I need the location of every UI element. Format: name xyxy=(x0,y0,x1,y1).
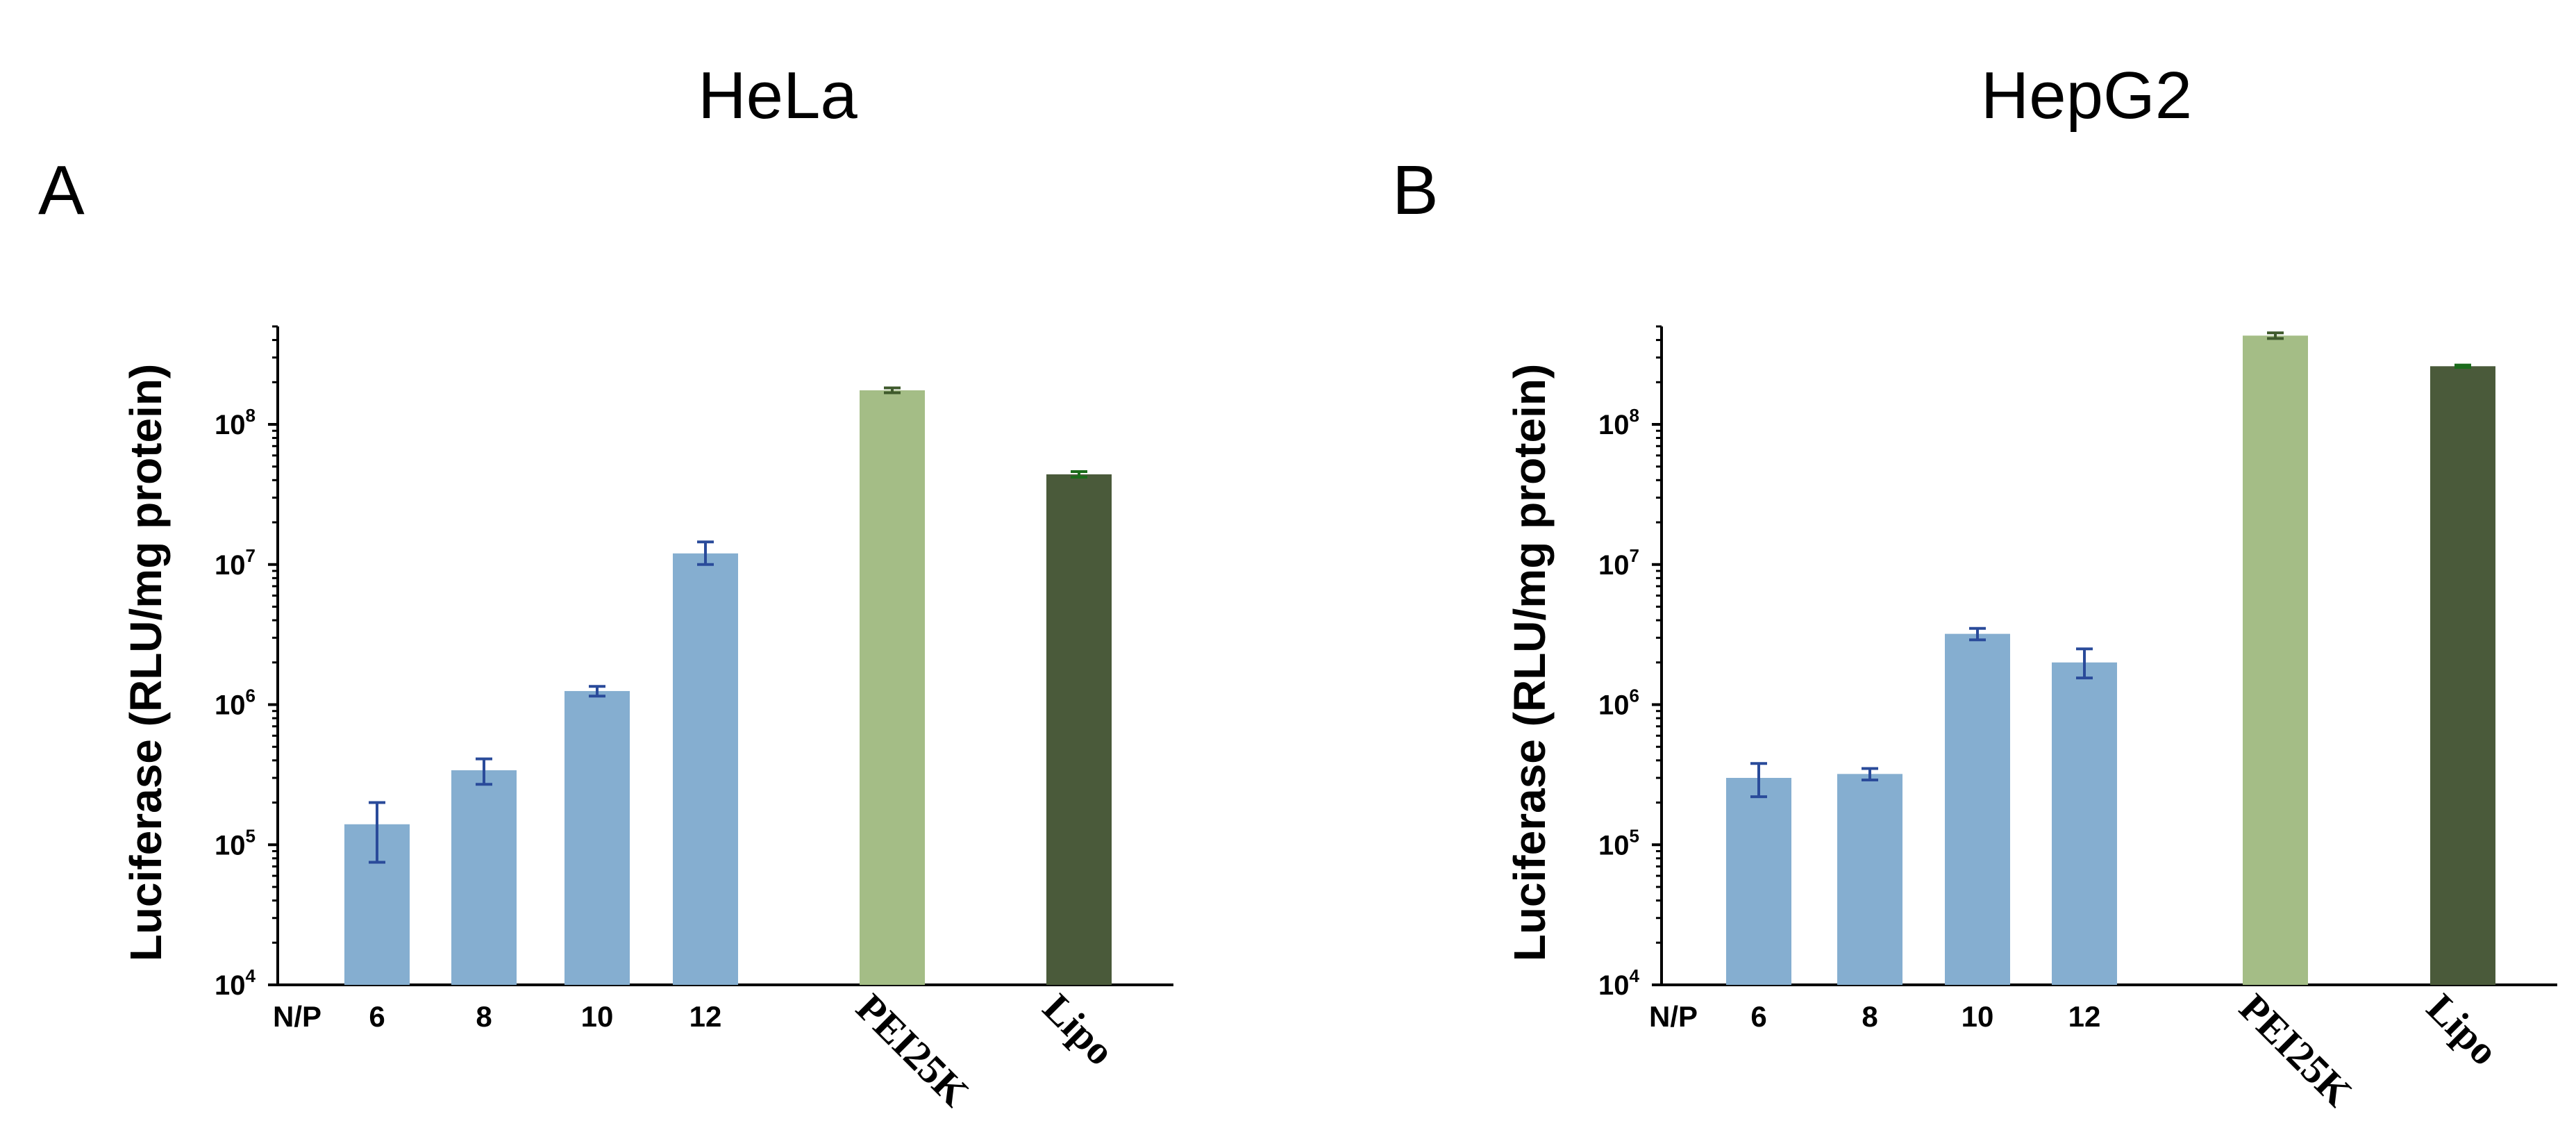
y-tick-exponent: 7 xyxy=(246,545,256,566)
x-tick-label: 6 xyxy=(369,1000,385,1033)
x-tick-label-rotated: PEI25K xyxy=(2231,985,2361,1115)
bar-6 xyxy=(1726,777,1791,985)
y-tick-label: 108 xyxy=(1598,405,1639,440)
x-tick-label-rotated: PEI25K xyxy=(848,985,978,1115)
bar-10 xyxy=(564,690,630,985)
bar-8 xyxy=(451,770,517,985)
chart-title: HeLa xyxy=(698,58,858,133)
x-tick-label: 12 xyxy=(689,1000,722,1033)
y-tick-base: 10 xyxy=(1598,830,1630,861)
y-tick-base: 10 xyxy=(1598,690,1630,721)
y-axis-label: Luciferase (RLU/mg protein) xyxy=(1505,364,1555,962)
x-tick-label-rotated: Lipo xyxy=(2418,985,2507,1074)
chart-title: HepG2 xyxy=(1981,58,2192,133)
np-axis-prefix: N/P xyxy=(273,1000,321,1033)
y-axis-label: Luciferase (RLU/mg protein) xyxy=(121,364,171,962)
y-tick-label: 105 xyxy=(215,825,256,861)
x-tick-label: 8 xyxy=(1862,1000,1877,1033)
bar-pei25k xyxy=(860,390,925,985)
bar-lipo xyxy=(2430,366,2495,985)
y-tick-base: 10 xyxy=(1598,410,1630,440)
y-tick-exponent: 6 xyxy=(246,686,256,706)
panel-letter: A xyxy=(38,151,85,229)
y-tick-base: 10 xyxy=(1598,970,1630,1001)
y-tick-exponent: 4 xyxy=(246,965,256,986)
y-tick-label: 108 xyxy=(215,405,256,440)
x-tick-label: 6 xyxy=(1750,1000,1766,1033)
y-tick-exponent: 6 xyxy=(1630,686,1639,706)
bar-12 xyxy=(673,553,738,985)
y-tick-exponent: 8 xyxy=(1630,405,1639,426)
x-tick-label-rotated: Lipo xyxy=(1035,985,1123,1074)
y-tick-base: 10 xyxy=(215,970,246,1001)
bar-pei25k xyxy=(2243,335,2308,985)
y-tick-label: 106 xyxy=(1598,686,1639,721)
bar-10 xyxy=(1945,633,2010,985)
y-tick-base: 10 xyxy=(215,410,246,440)
x-tick-label: 10 xyxy=(1962,1000,1994,1033)
y-tick-exponent: 8 xyxy=(246,405,256,426)
y-tick-base: 10 xyxy=(215,690,246,721)
bar-lipo xyxy=(1046,474,1112,985)
x-tick-label: 12 xyxy=(2068,1000,2101,1033)
x-tick-label: 8 xyxy=(476,1000,492,1033)
y-tick-label: 104 xyxy=(215,965,256,1001)
np-axis-prefix: N/P xyxy=(1649,1000,1698,1033)
y-tick-exponent: 5 xyxy=(246,825,256,846)
y-tick-exponent: 4 xyxy=(1630,965,1640,986)
y-tick-label: 107 xyxy=(1598,545,1639,581)
y-tick-base: 10 xyxy=(1598,550,1630,581)
y-tick-label: 106 xyxy=(215,686,256,721)
bar-12 xyxy=(2052,662,2117,985)
y-tick-label: 105 xyxy=(1598,825,1639,861)
y-tick-exponent: 7 xyxy=(1630,545,1639,566)
bar-8 xyxy=(1837,774,1902,985)
x-tick-label: 10 xyxy=(581,1000,614,1033)
panel-letter: B xyxy=(1392,151,1439,229)
y-tick-base: 10 xyxy=(215,830,246,861)
y-tick-label: 107 xyxy=(215,545,256,581)
y-tick-exponent: 5 xyxy=(1630,825,1639,846)
y-tick-base: 10 xyxy=(215,550,246,581)
y-tick-label: 104 xyxy=(1598,965,1640,1001)
